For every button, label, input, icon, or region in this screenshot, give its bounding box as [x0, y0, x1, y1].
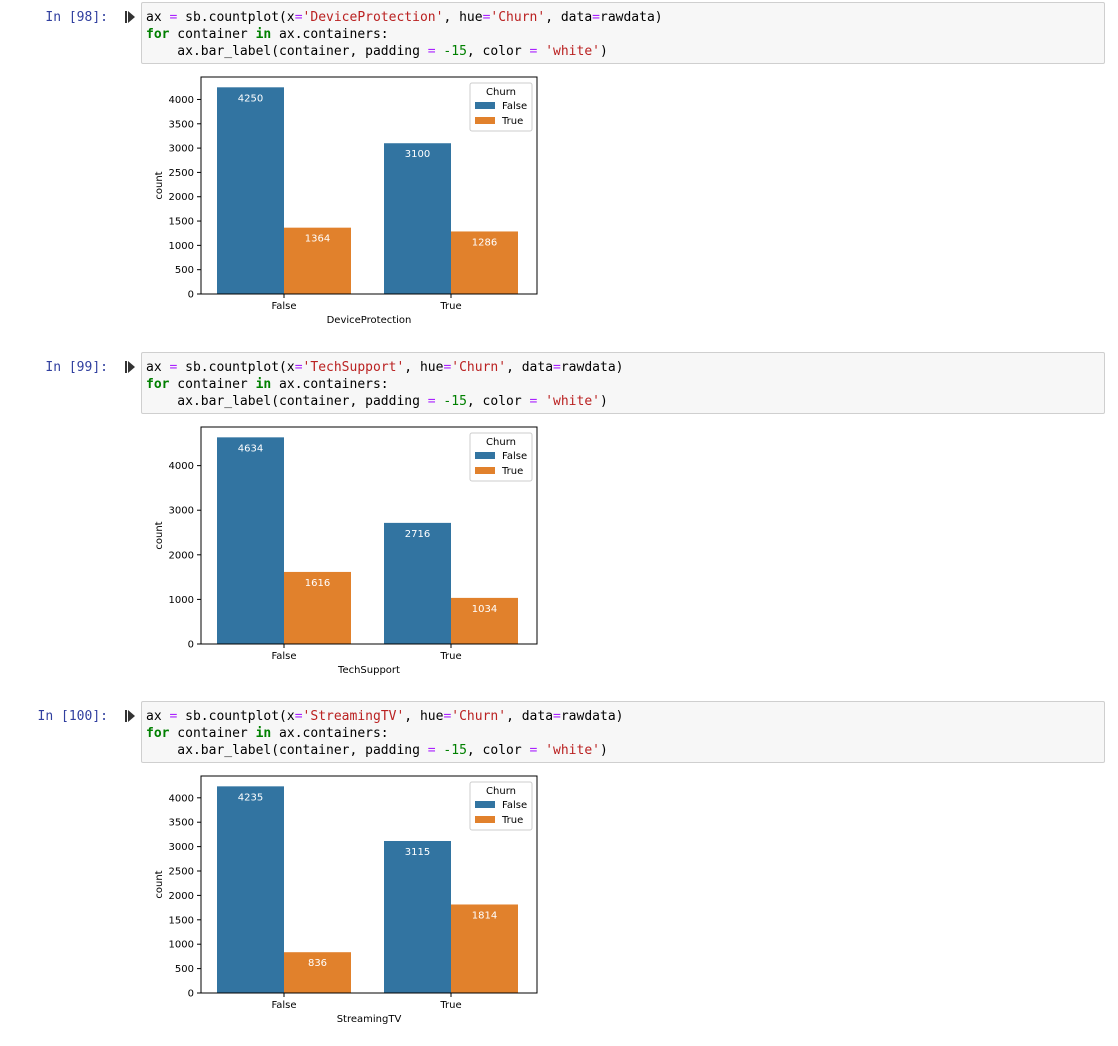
y-tick-label: 4000 [169, 793, 194, 804]
legend-swatch [475, 102, 495, 109]
y-tick-label: 500 [175, 964, 194, 975]
y-tick-label: 0 [188, 989, 194, 1000]
y-tick-label: 4000 [169, 461, 194, 472]
code-line: ax.bar_label(container, padding = -15, c… [146, 743, 608, 758]
code-line: for container in ax.containers: [146, 726, 389, 741]
bar-value-label: 4250 [238, 93, 263, 104]
bar [284, 952, 351, 993]
bar-chart: 4250 3100 1364 1286 0 500 1000 1500 2000 2500 3000… [154, 76, 538, 326]
y-tick-label: 3000 [169, 506, 194, 517]
x-axis-label: DeviceProtection [327, 315, 412, 326]
y-tick-label: 1500 [169, 915, 194, 926]
legend-title: Churn [486, 87, 516, 98]
x-tick-label: True [439, 1000, 461, 1011]
y-tick-label: 3000 [169, 144, 194, 155]
run-cell-icon[interactable] [125, 710, 135, 722]
bar-value-label: 2716 [405, 529, 430, 540]
bar [451, 904, 518, 993]
bar-chart: 4235 3115 836 1814 0 500 1000 1500 2000 2500 3000 3… [154, 775, 538, 1025]
y-tick-label: 2000 [169, 550, 194, 561]
input-prompt: In [98]: [45, 10, 108, 25]
y-tick-label: 0 [188, 640, 194, 651]
bar-chart: 4634 2716 1616 1034 0 1000 2000 3000 4000 False Tr… [154, 426, 538, 676]
legend-swatch [475, 117, 495, 124]
bar-value-label: 1364 [305, 234, 330, 245]
y-tick-label: 0 [188, 290, 194, 301]
y-axis-label: count [154, 870, 165, 898]
x-axis-label: TechSupport [337, 665, 400, 676]
input-prompt: In [100]: [37, 709, 108, 724]
code-line: ax.bar_label(container, padding = -15, c… [146, 394, 608, 409]
bar [451, 231, 518, 294]
y-tick-label: 1500 [169, 217, 194, 228]
bar-value-label: 1814 [472, 910, 497, 921]
code-line: for container in ax.containers: [146, 377, 389, 392]
y-tick-label: 3000 [169, 842, 194, 853]
code-line: ax = sb.countplot(x='StreamingTV', hue='… [146, 709, 624, 724]
legend-title: Churn [486, 786, 516, 797]
bar [217, 87, 284, 294]
plot-frame [200, 775, 538, 994]
code-editor[interactable]: ax = sb.countplot(x='StreamingTV', hue='… [141, 701, 1105, 763]
bar [384, 143, 451, 294]
y-tick-label: 1000 [169, 595, 194, 606]
legend-title: Churn [486, 437, 516, 448]
y-tick-label: 1000 [169, 940, 194, 951]
legend-entry: True [501, 116, 523, 127]
y-axis-label: count [154, 171, 165, 199]
plot-frame [200, 76, 538, 295]
y-tick-label: 2500 [169, 168, 194, 179]
y-axis-label: count [154, 521, 165, 549]
run-cell-icon[interactable] [125, 11, 135, 23]
x-tick-label: False [271, 651, 296, 662]
code-editor[interactable]: ax = sb.countplot(x='TechSupport', hue='… [141, 352, 1105, 414]
y-tick-label: 2000 [169, 192, 194, 203]
legend-entry: True [501, 815, 523, 826]
y-tick-label: 3500 [169, 119, 194, 130]
bar-value-label: 4634 [238, 443, 263, 454]
input-prompt: In [99]: [45, 360, 108, 375]
bar [384, 522, 451, 644]
y-tick-label: 2000 [169, 891, 194, 902]
y-tick-label: 1000 [169, 241, 194, 252]
legend-entry: True [501, 466, 523, 477]
run-cell-icon[interactable] [125, 361, 135, 373]
bar [217, 786, 284, 993]
x-tick-label: True [439, 301, 461, 312]
code-line: ax.bar_label(container, padding = -15, c… [146, 44, 608, 59]
bar-value-label: 1034 [472, 604, 497, 615]
legend-swatch [475, 467, 495, 474]
y-tick-label: 3500 [169, 818, 194, 829]
legend-entry: False [502, 451, 527, 462]
x-tick-label: False [271, 301, 296, 312]
bar-value-label: 3100 [405, 149, 430, 160]
x-tick-label: True [439, 651, 461, 662]
legend-entry: False [502, 800, 527, 811]
bar [284, 227, 351, 294]
bar-value-label: 4235 [238, 792, 263, 803]
bar [284, 571, 351, 644]
y-tick-label: 2500 [169, 867, 194, 878]
plot-frame [200, 426, 538, 645]
y-tick-label: 500 [175, 265, 194, 276]
code-line: ax = sb.countplot(x='DeviceProtection', … [146, 10, 663, 25]
bar-value-label: 1286 [472, 237, 497, 248]
x-axis-label: StreamingTV [337, 1014, 402, 1025]
code-line: ax = sb.countplot(x='TechSupport', hue='… [146, 360, 624, 375]
code-line: for container in ax.containers: [146, 27, 389, 42]
legend-swatch [475, 816, 495, 823]
bar-value-label: 3115 [405, 847, 430, 858]
bar-value-label: 1616 [305, 578, 330, 589]
legend-swatch [475, 801, 495, 808]
bar [451, 597, 518, 644]
y-tick-label: 4000 [169, 95, 194, 106]
code-editor[interactable]: ax = sb.countplot(x='DeviceProtection', … [141, 2, 1105, 64]
legend-entry: False [502, 101, 527, 112]
bar [217, 437, 284, 644]
legend-swatch [475, 452, 495, 459]
bar [384, 840, 451, 993]
x-tick-label: False [271, 1000, 296, 1011]
bar-value-label: 836 [308, 958, 327, 969]
